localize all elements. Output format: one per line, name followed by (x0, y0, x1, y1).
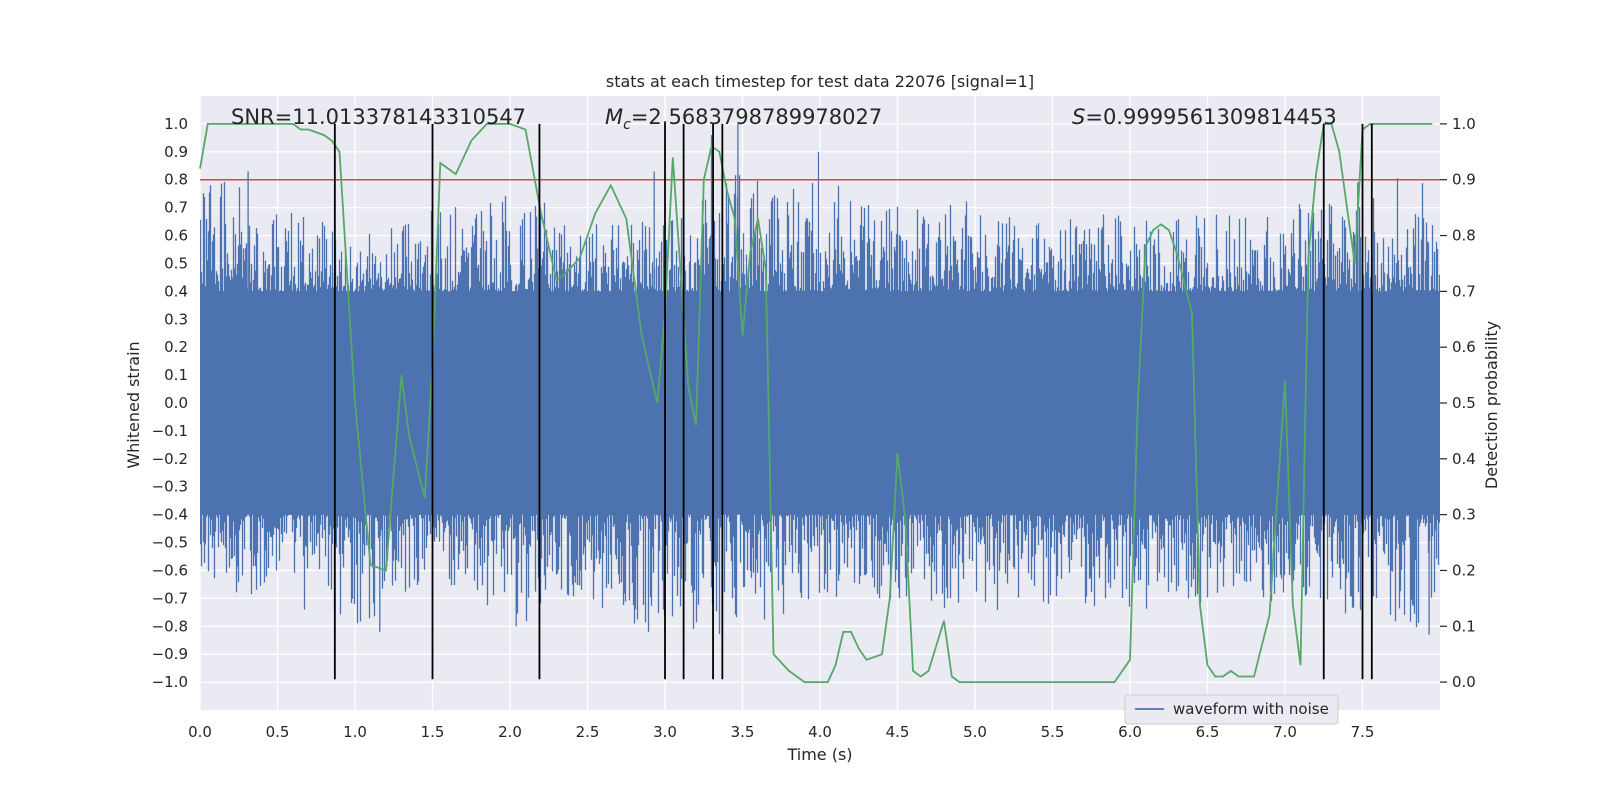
y2-axis-label: Detection probability (1482, 321, 1501, 489)
x-axis-label: Time (s) (786, 745, 852, 764)
x-tick-label: 4.0 (808, 723, 832, 741)
y-tick-label: −0.6 (152, 561, 188, 579)
y2-axis-ticks: 0.0 0.1 0.2 0.3 0.4 0.5 0.6 0.7 0.8 0.9 1.0 (1440, 115, 1476, 691)
y-tick-label: 0.8 (164, 171, 188, 189)
y2-tick-label: 0.8 (1452, 227, 1476, 245)
y-axis-label: Whitened strain (124, 341, 143, 468)
score-annotation: S=0.9999561309814453 (1072, 105, 1337, 129)
x-tick-label: 6.5 (1196, 723, 1220, 741)
y-tick-label: −0.8 (152, 617, 188, 635)
y-tick-label: −0.7 (152, 589, 188, 607)
y-tick-label: −0.4 (152, 506, 188, 524)
y-tick-label: −0.2 (152, 450, 188, 468)
y2-tick-label: 0.3 (1452, 506, 1476, 524)
y-tick-label: −0.3 (152, 478, 188, 496)
y-tick-label: 1.0 (164, 115, 188, 133)
y2-tick-label: 0.2 (1452, 561, 1476, 579)
y2-tick-label: 0.6 (1452, 338, 1476, 356)
legend-box (1124, 694, 1339, 725)
y-tick-label: 0.6 (164, 227, 188, 245)
y-tick-label: −0.9 (152, 645, 188, 663)
x-tick-label: 7.5 (1351, 723, 1375, 741)
mc-subscript: c (623, 117, 631, 133)
chart-title: stats at each timestep for test data 220… (606, 72, 1034, 91)
y2-tick-label: 0.0 (1452, 673, 1476, 691)
y-tick-label: 0.5 (164, 254, 188, 272)
y-tick-label: −0.1 (152, 422, 188, 440)
x-tick-label: 5.0 (963, 723, 987, 741)
x-tick-label: 7.0 (1273, 723, 1297, 741)
legend-label: waveform with noise (1173, 700, 1329, 718)
x-tick-label: 2.0 (498, 723, 522, 741)
y-tick-label: 0.4 (164, 282, 188, 300)
y2-tick-label: 0.4 (1452, 450, 1476, 468)
chirp-mass-annotation: Mc=2.5683798789978027 (605, 105, 882, 133)
mc-symbol: M (605, 105, 623, 129)
x-axis-ticks: 0.0 0.5 1.0 1.5 2.0 2.5 3.0 3.5 4.0 4.5 5.0 5.5 6.0 6… (188, 723, 1374, 741)
waveform-series (200, 123, 1440, 660)
s-symbol: S (1072, 105, 1085, 129)
y2-tick-label: 0.5 (1452, 394, 1476, 412)
y2-tick-label: 0.7 (1452, 282, 1476, 300)
y-tick-label: 0.7 (164, 199, 188, 217)
x-tick-label: 4.5 (886, 723, 910, 741)
y-tick-label: 0.2 (164, 338, 188, 356)
y-tick-label: 0.9 (164, 143, 188, 161)
y2-tick-label: 0.9 (1452, 171, 1476, 189)
y-axis-ticks: −1.0 −0.9 −0.8 −0.7 −0.6 −0.5 −0.4 −0.3 −0.2 −0.1… (152, 115, 188, 691)
x-tick-label: 6.0 (1118, 723, 1142, 741)
x-tick-label: 0.0 (188, 723, 212, 741)
y-tick-label: 0.1 (164, 366, 188, 384)
y-tick-label: 0.0 (164, 394, 188, 412)
x-tick-label: 1.5 (421, 723, 445, 741)
y-tick-label: 0.3 (164, 310, 188, 328)
x-tick-label: 0.5 (266, 723, 290, 741)
mc-value: =2.5683798789978027 (631, 105, 882, 129)
x-tick-label: 3.5 (731, 723, 755, 741)
x-tick-label: 5.5 (1041, 723, 1065, 741)
legend: waveform with noise (1124, 694, 1339, 725)
y2-tick-label: 0.1 (1452, 617, 1476, 635)
y2-tick-label: 1.0 (1452, 115, 1476, 133)
waveform-trace (200, 123, 1440, 660)
y-tick-label: −1.0 (152, 673, 188, 691)
snr-annotation: SNR=11.013378143310547 (231, 105, 526, 129)
x-tick-label: 2.5 (576, 723, 600, 741)
x-tick-label: 3.0 (653, 723, 677, 741)
y-tick-label: −0.5 (152, 534, 188, 552)
detection-markers (333, 123, 1373, 680)
s-value: =0.9999561309814453 (1085, 105, 1336, 129)
x-tick-label: 1.0 (343, 723, 367, 741)
